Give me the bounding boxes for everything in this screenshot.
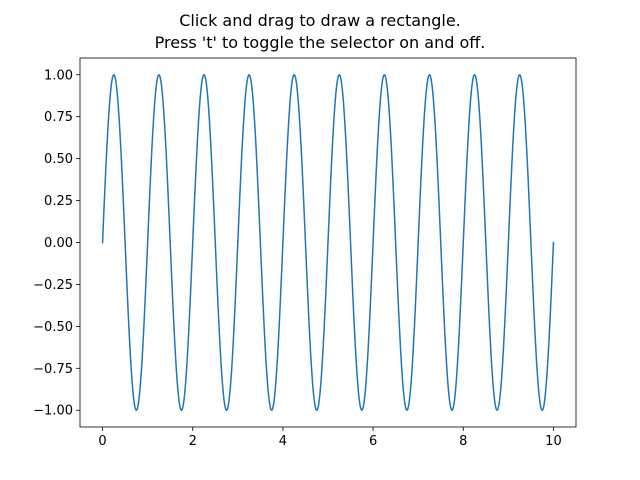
y-tick-label: 0.50: [44, 152, 73, 167]
y-tick-label: −1.00: [33, 404, 73, 419]
x-tick-label: 10: [545, 434, 562, 449]
y-tick-label: −0.25: [33, 278, 73, 293]
y-tick-label: 0.75: [44, 110, 73, 125]
chart-title-line-1: Click and drag to draw a rectangle.: [179, 11, 461, 30]
y-tick-label: 0.00: [44, 236, 73, 251]
series-line-0: [101, 74, 555, 411]
x-tick-label: 8: [459, 434, 467, 449]
y-tick-label: −0.50: [33, 320, 73, 335]
x-tick-label: 4: [279, 434, 287, 449]
y-tick-label: 1.00: [44, 68, 73, 83]
y-tick-label: 0.25: [44, 194, 73, 209]
x-tick-label: 2: [189, 434, 197, 449]
chart-title-line-2: Press 't' to toggle the selector on and …: [154, 33, 486, 52]
x-tick-label: 0: [98, 434, 106, 449]
y-tick-label: −0.75: [33, 362, 73, 377]
x-tick-label: 6: [369, 434, 377, 449]
